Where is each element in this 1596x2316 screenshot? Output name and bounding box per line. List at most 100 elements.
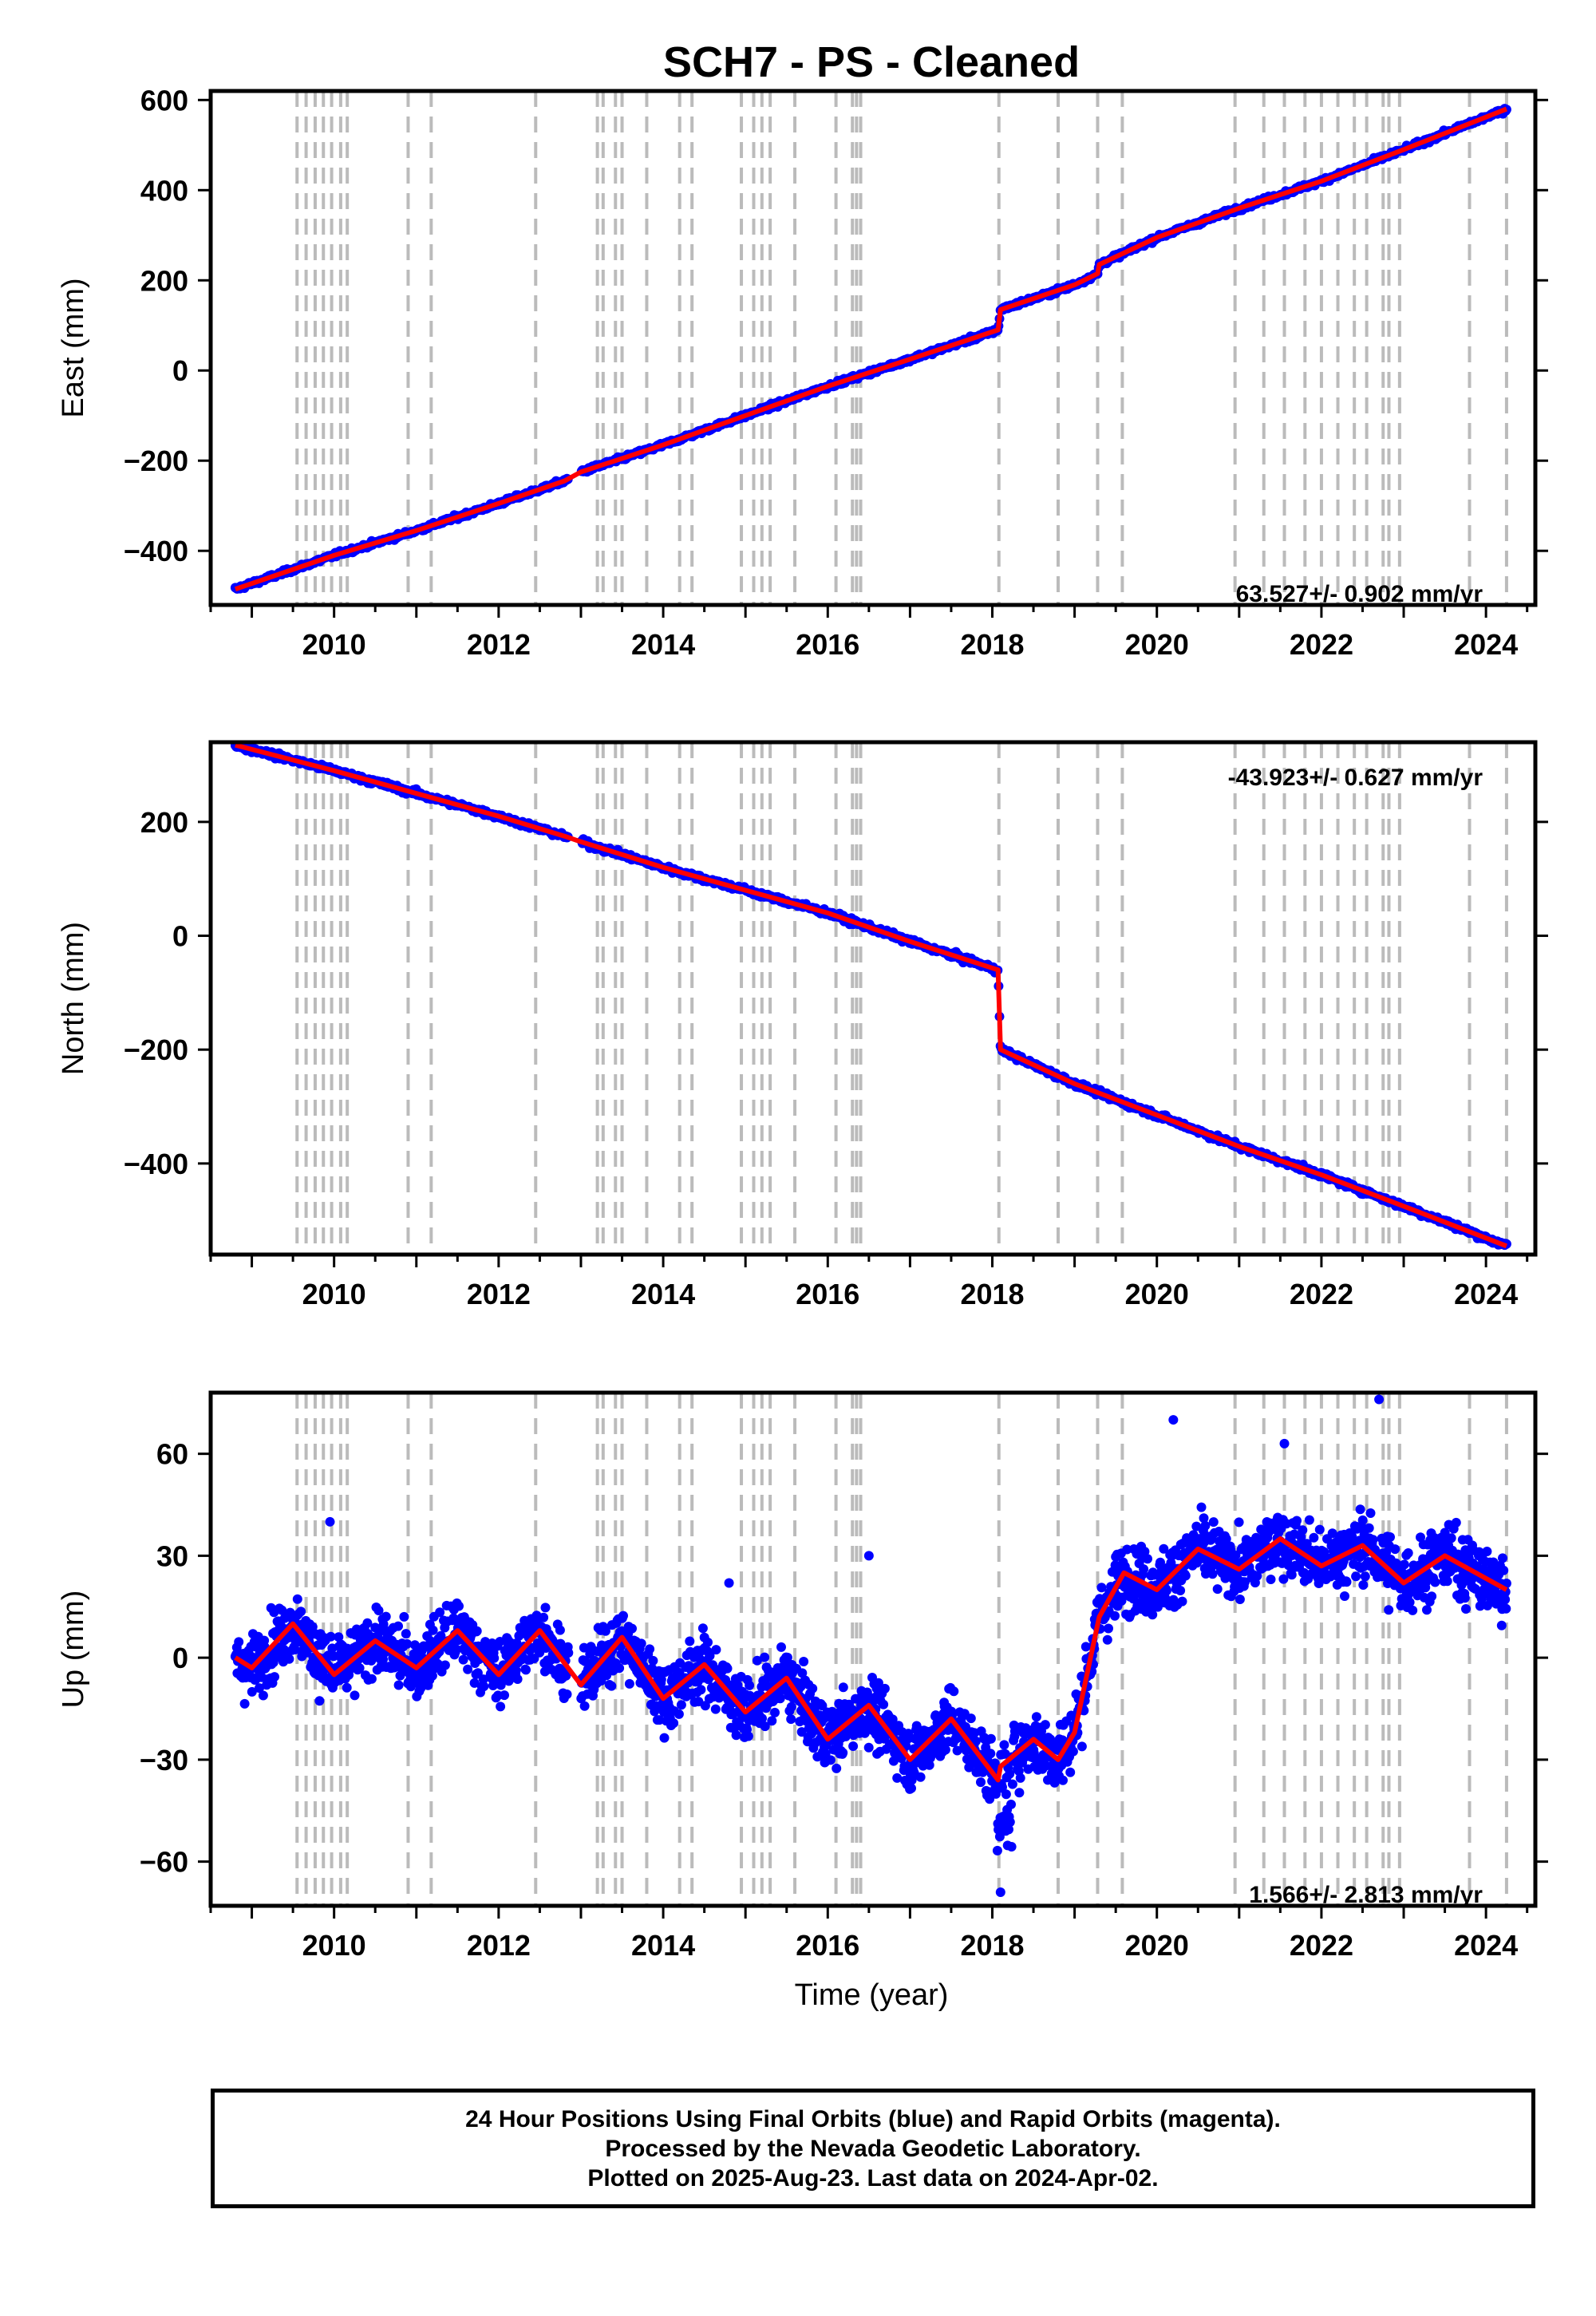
data-point [659, 1733, 670, 1743]
data-point [489, 1653, 500, 1663]
y-tick-label: −400 [124, 535, 188, 567]
data-point [1065, 1767, 1076, 1777]
model-line [235, 742, 1507, 1249]
data-point [469, 1678, 480, 1688]
data-point [970, 1736, 981, 1746]
data-point [1077, 1741, 1087, 1752]
data-point [401, 1629, 411, 1639]
data-point [848, 1741, 859, 1751]
x-tick-label: 2014 [631, 1278, 695, 1310]
data-point [966, 1713, 976, 1724]
data-point [711, 1645, 721, 1655]
y-axis-label: East (mm) [57, 278, 90, 417]
data-point [817, 1701, 828, 1711]
data-point [239, 1698, 250, 1709]
data-point [350, 1690, 360, 1701]
data-point [292, 1594, 302, 1604]
data-point [998, 1782, 1007, 1792]
data-point [786, 1701, 796, 1712]
data-point [731, 1730, 741, 1741]
data-point [314, 1696, 325, 1706]
data-point [986, 1733, 996, 1744]
data-point [1096, 1583, 1107, 1593]
data-point [786, 1714, 796, 1725]
y-tick-label: −200 [124, 1034, 188, 1066]
data-point [676, 1700, 686, 1710]
data-point [258, 1690, 268, 1701]
data-point [539, 1612, 549, 1622]
data-point [463, 1664, 473, 1674]
data-point [636, 1638, 646, 1649]
data-point [696, 1685, 706, 1695]
data-point [440, 1660, 450, 1670]
data-point [1040, 1720, 1050, 1730]
data-point [373, 1606, 384, 1615]
data-point [307, 1622, 318, 1632]
east-panel: 2010 2012 2014 2016 2018 2020 2022 2024−400−200… [57, 84, 1548, 661]
data-point [669, 1718, 679, 1729]
model-line [234, 106, 1507, 592]
x-tick-label: 2018 [960, 1278, 1024, 1310]
data-point [472, 1668, 483, 1678]
y-tick-label: 200 [140, 264, 188, 297]
y-tick-label: 400 [140, 174, 188, 207]
data-point [838, 1682, 848, 1693]
data-point [563, 1648, 574, 1658]
data-point [416, 1683, 426, 1694]
data-point [428, 1625, 438, 1635]
data-point [1180, 1571, 1191, 1581]
x-tick-label: 2022 [1290, 1278, 1353, 1310]
data-point [808, 1683, 818, 1694]
figure: SCH7 - PS - Cleaned 2010 2012 2014 2016 2018… [57, 38, 1548, 2012]
x-tick-label: 2016 [796, 1278, 859, 1310]
data-point [832, 1763, 842, 1773]
data-point [284, 1654, 294, 1664]
data-point [393, 1680, 404, 1690]
data-point [1122, 1544, 1132, 1555]
data-point [326, 1631, 336, 1642]
data-point [1159, 1543, 1169, 1554]
data-point [892, 1773, 903, 1783]
data-point [674, 1709, 684, 1719]
data-point [705, 1650, 715, 1661]
up-panel: 2010 2012 2014 2016 2018 2020 2022 2024−60−3003… [57, 1390, 1548, 1962]
data-point [334, 1632, 344, 1642]
data-point [452, 1644, 461, 1654]
data-point [454, 1601, 464, 1611]
data-point [694, 1654, 705, 1664]
step-lines [295, 91, 1508, 605]
data-point [277, 1605, 287, 1615]
data-point [600, 1626, 610, 1636]
data-point [1177, 1596, 1187, 1607]
data-point [799, 1657, 809, 1666]
data-point [1143, 1554, 1152, 1564]
rate-label: -43.923+/- 0.627 mm/yr [1228, 765, 1483, 791]
data-point [624, 1678, 634, 1689]
y-tick-label: −400 [124, 1148, 188, 1180]
data-point [1104, 1623, 1113, 1634]
x-tick-label: 2012 [467, 1278, 531, 1310]
y-tick-label: 600 [140, 84, 188, 117]
data-point [1191, 1521, 1202, 1531]
data-point [1045, 1734, 1056, 1745]
data-point [606, 1681, 617, 1691]
data-point [855, 1693, 865, 1703]
data-point [1006, 1842, 1017, 1852]
data-point [436, 1630, 446, 1641]
y-axis-label: North (mm) [57, 922, 90, 1075]
data-point [247, 1686, 257, 1697]
data-point [645, 1644, 655, 1654]
data-point [710, 1704, 721, 1714]
data-point [255, 1683, 264, 1694]
data-point [627, 1623, 637, 1634]
data-point [500, 1690, 509, 1701]
data-point [797, 1668, 808, 1678]
data-point [745, 1680, 755, 1690]
data-point [1196, 1502, 1207, 1512]
data-point [648, 1655, 658, 1666]
data-point [775, 1694, 785, 1704]
data-point [1139, 1564, 1149, 1575]
data-point [760, 1721, 770, 1732]
data-points [230, 1394, 1511, 1897]
y-tick-label: 0 [172, 354, 188, 387]
